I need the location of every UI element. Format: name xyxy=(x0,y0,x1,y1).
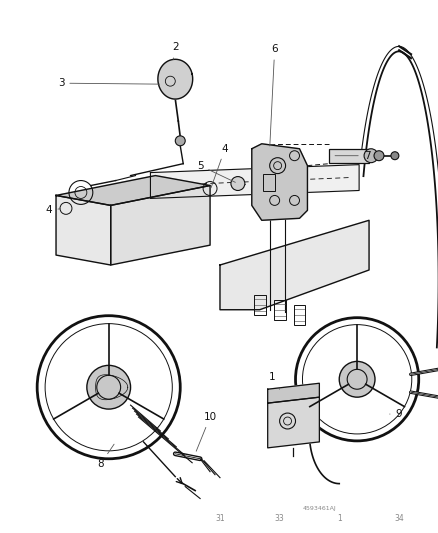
Circle shape xyxy=(363,149,377,163)
Text: 5: 5 xyxy=(196,160,235,182)
Polygon shape xyxy=(56,196,110,265)
Polygon shape xyxy=(56,175,209,205)
Circle shape xyxy=(175,136,185,146)
Bar xyxy=(328,149,368,163)
Polygon shape xyxy=(219,220,368,310)
Polygon shape xyxy=(158,59,192,99)
Bar xyxy=(273,300,285,320)
Circle shape xyxy=(390,152,398,160)
Bar xyxy=(253,295,265,314)
Text: 3: 3 xyxy=(57,78,159,88)
Text: 4593461AJ: 4593461AJ xyxy=(302,506,336,511)
Text: 31: 31 xyxy=(215,514,224,523)
Text: 9: 9 xyxy=(389,409,401,419)
Polygon shape xyxy=(150,165,358,198)
Text: 4: 4 xyxy=(46,205,60,215)
Text: 2: 2 xyxy=(172,43,178,59)
Bar xyxy=(262,174,274,191)
Text: 4: 4 xyxy=(211,144,228,188)
Polygon shape xyxy=(251,144,307,220)
Polygon shape xyxy=(267,397,318,448)
Text: 33: 33 xyxy=(274,514,284,523)
Circle shape xyxy=(339,361,374,397)
Text: 34: 34 xyxy=(393,514,403,523)
Circle shape xyxy=(87,365,130,409)
Text: 10: 10 xyxy=(196,412,216,451)
Polygon shape xyxy=(267,383,318,403)
Circle shape xyxy=(373,151,383,160)
Text: 1: 1 xyxy=(268,372,279,389)
Polygon shape xyxy=(110,185,209,265)
Bar xyxy=(293,305,305,325)
Circle shape xyxy=(230,176,244,190)
Text: 8: 8 xyxy=(97,444,114,469)
Text: 7: 7 xyxy=(334,151,370,161)
Text: 6: 6 xyxy=(269,44,277,146)
Text: 1: 1 xyxy=(336,514,341,523)
